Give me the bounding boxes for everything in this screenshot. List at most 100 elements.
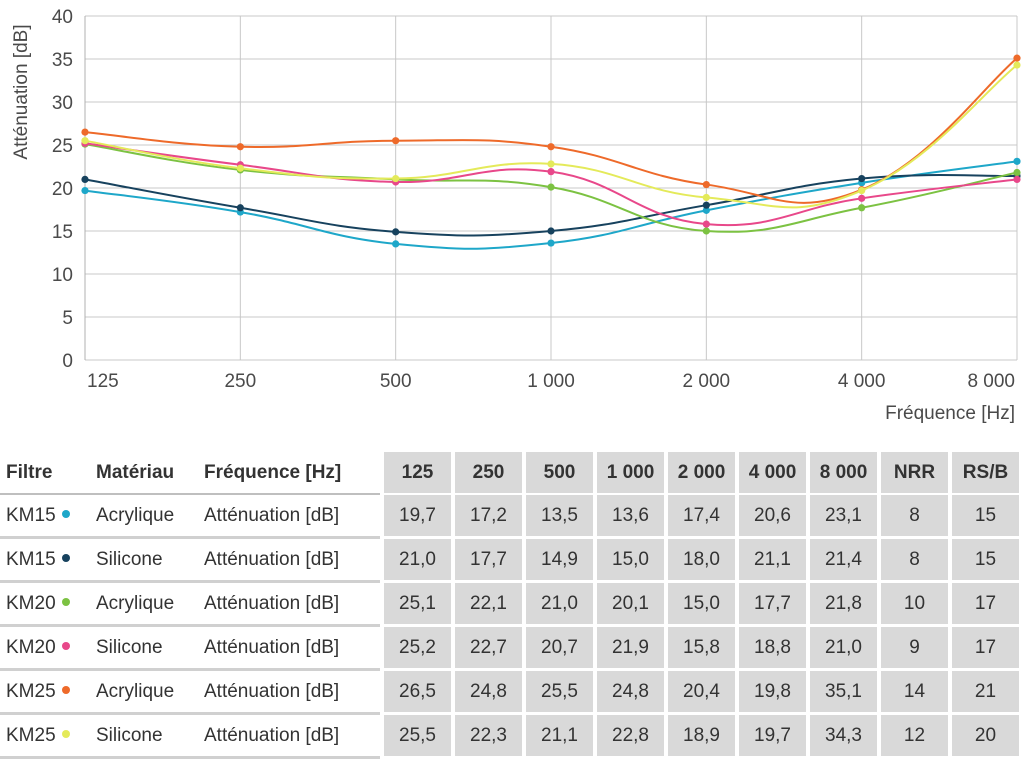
y-tick-label: 25 (52, 136, 73, 157)
cell-filtre: KM25 (0, 671, 96, 715)
table-row: KM20 Acrylique Atténuation [dB] 25,1 22,1 21,… (0, 583, 1019, 627)
filtre-label: KM15 (6, 548, 56, 570)
data-point (547, 239, 555, 247)
cell-value: 15,8 (664, 627, 735, 671)
filtre-label: KM15 (6, 504, 56, 526)
cell-value: 25,1 (380, 583, 451, 627)
cell-value: 21,9 (593, 627, 664, 671)
x-tick-label: 125 (87, 371, 119, 392)
cell-value: 26,5 (380, 671, 451, 715)
filtre-label: KM25 (6, 680, 56, 702)
y-axis-ticks: 0 5 10 15 20 25 30 35 40 (52, 7, 73, 372)
cell-value: 18,9 (664, 715, 735, 759)
x-tick-label: 250 (224, 371, 256, 392)
cell-value: 22,1 (451, 583, 522, 627)
data-point (81, 175, 89, 183)
chart-series (81, 54, 1021, 250)
data-point (1013, 175, 1021, 183)
cell-value: 20 (948, 715, 1019, 759)
cell-value: 10 (877, 583, 948, 627)
cell-value: 21,0 (806, 627, 877, 671)
cell-value: 17,7 (735, 583, 806, 627)
cell-value: 12 (877, 715, 948, 759)
table-row: KM20 Silicone Atténuation [dB] 25,2 22,7 20,7… (0, 627, 1019, 671)
filtre-label: KM20 (6, 636, 56, 658)
cell-value: 17 (948, 583, 1019, 627)
cell-value: 8 (877, 495, 948, 539)
data-point (858, 194, 866, 202)
series-km15-acrylique (81, 157, 1021, 250)
filtre-label: KM20 (6, 592, 56, 614)
legend-dot (61, 642, 70, 651)
x-tick-label: 1 000 (527, 371, 575, 392)
table-row: KM25 Silicone Atténuation [dB] 25,5 22,3 21,1… (0, 715, 1019, 759)
cell-materiau: Silicone (96, 539, 204, 583)
x-tick-label: 2 000 (683, 371, 731, 392)
header-col: 250 (451, 452, 522, 495)
cell-filtre: KM20 (0, 627, 96, 671)
cell-mesure: Atténuation [dB] (204, 671, 380, 715)
legend-dot (61, 730, 70, 739)
cell-value: 17,4 (664, 495, 735, 539)
y-tick-label: 20 (52, 179, 73, 200)
cell-value: 21 (948, 671, 1019, 715)
cell-value: 15 (948, 539, 1019, 583)
cell-mesure: Atténuation [dB] (204, 715, 380, 759)
cell-value: 18,8 (735, 627, 806, 671)
cell-value: 24,8 (451, 671, 522, 715)
cell-value: 24,8 (593, 671, 664, 715)
header-col: 500 (522, 452, 593, 495)
cell-value: 15 (948, 495, 1019, 539)
cell-materiau: Acrylique (96, 671, 204, 715)
cell-value: 19,7 (735, 715, 806, 759)
cell-value: 21,0 (522, 583, 593, 627)
data-point (858, 204, 866, 212)
data-point (702, 180, 710, 189)
data-point (547, 183, 555, 191)
cell-value: 22,7 (451, 627, 522, 671)
cell-value: 13,6 (593, 495, 664, 539)
y-tick-label: 15 (52, 222, 73, 243)
legend-dot (61, 686, 70, 695)
table-header-row: Filtre Matériau Fréquence [Hz] 125 250 5… (0, 452, 1019, 495)
cell-value: 15,0 (593, 539, 664, 583)
series-km25-silicone (81, 61, 1021, 209)
cell-value: 20,4 (664, 671, 735, 715)
legend-dot (61, 598, 70, 607)
attenuation-chart: 0 5 10 15 20 25 30 35 40 125 250 500 1 000 2 000 4 00… (11, 7, 1021, 424)
cell-value: 18,0 (664, 539, 735, 583)
table-row: KM15 Silicone Atténuation [dB] 21,0 17,7 14,9… (0, 539, 1019, 583)
data-point (392, 174, 400, 183)
cell-value: 25,2 (380, 627, 451, 671)
data-point (236, 204, 244, 212)
cell-value: 17,2 (451, 495, 522, 539)
cell-value: 23,1 (806, 495, 877, 539)
cell-filtre: KM20 (0, 583, 96, 627)
cell-value: 15,0 (664, 583, 735, 627)
cell-value: 25,5 (380, 715, 451, 759)
cell-value: 25,5 (522, 671, 593, 715)
cell-value: 21,1 (522, 715, 593, 759)
x-axis-label: Fréquence [Hz] (885, 403, 1015, 424)
data-point (547, 160, 555, 168)
header-col: 4 000 (735, 452, 806, 495)
cell-value: 22,3 (451, 715, 522, 759)
filtre-label: KM25 (6, 724, 56, 746)
data-point (236, 164, 244, 172)
cell-value: 9 (877, 627, 948, 671)
attenuation-table: Filtre Matériau Fréquence [Hz] 125 250 5… (0, 452, 1019, 759)
data-point (858, 186, 866, 195)
data-point (81, 128, 89, 136)
header-col: 125 (380, 452, 451, 495)
cell-mesure: Atténuation [dB] (204, 583, 380, 627)
cell-filtre: KM15 (0, 539, 96, 583)
data-point (81, 137, 89, 145)
cell-value: 19,7 (380, 495, 451, 539)
header-materiau: Matériau (96, 452, 204, 495)
cell-value: 35,1 (806, 671, 877, 715)
x-tick-label: 500 (380, 371, 412, 392)
cell-value: 21,8 (806, 583, 877, 627)
cell-filtre: KM15 (0, 495, 96, 539)
cell-materiau: Silicone (96, 715, 204, 759)
header-filtre: Filtre (0, 452, 96, 495)
